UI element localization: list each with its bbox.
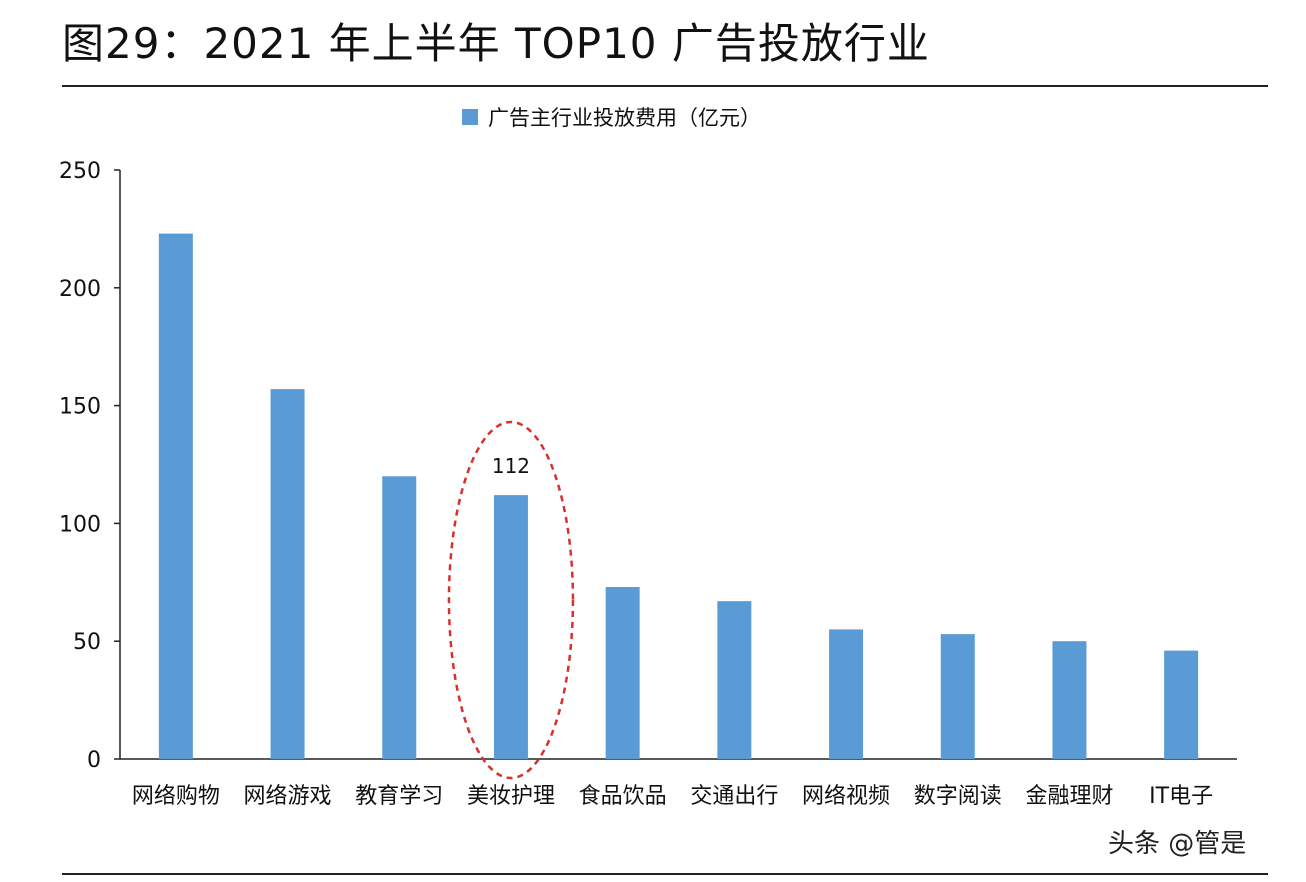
x-tick-label: 教育学习 [355,784,443,809]
bars [158,233,1199,759]
legend-swatch [462,109,478,125]
y-tick-label: 250 [59,159,101,184]
x-tick-label: 交通出行 [690,784,778,809]
bar [382,476,417,759]
bar [940,634,975,759]
bar [158,233,193,759]
bottom-rule [62,873,1268,875]
x-tick-label: IT电子 [1149,784,1213,809]
bar [1164,650,1199,759]
x-tick-label: 金融理财 [1025,784,1113,809]
x-tick-label: 食品饮品 [579,784,667,809]
watermark: 头条 @管是 [1108,829,1247,859]
y-axis-ticks: 0 50 100 150 200 250 [59,159,120,773]
x-tick-label: 网络购物 [132,784,220,809]
x-tick-label: 网络视频 [802,784,890,809]
x-tick-label: 数字阅读 [914,784,1002,809]
legend-label: 广告主行业投放费用（亿元） [488,106,761,130]
highlight-ellipse [447,420,575,780]
x-axis-labels: 网络购物 网络游戏 教育学习 美妆护理 食品饮品 交通出行 网络视频 数字阅读 金融理财 IT电子 [132,784,1213,809]
x-tick-label: 网络游戏 [244,784,332,809]
bar [493,495,528,759]
top-rule [62,85,1268,87]
bar [1052,641,1087,759]
annotations: 112 [447,420,575,780]
data-label: 112 [492,454,530,478]
figure-title: 图29：2021 年上半年 TOP10 广告投放行业 [62,19,930,68]
y-tick-label: 150 [59,395,101,420]
bar [270,389,305,759]
y-tick-label: 50 [73,630,101,655]
y-tick-label: 0 [87,748,101,773]
bar [605,587,640,759]
chart-legend: 广告主行业投放费用（亿元） [462,102,761,132]
y-tick-label: 200 [59,277,101,302]
bar [717,601,752,759]
y-tick-label: 100 [59,512,101,537]
x-tick-label: 美妆护理 [467,784,555,809]
bar [829,629,864,759]
